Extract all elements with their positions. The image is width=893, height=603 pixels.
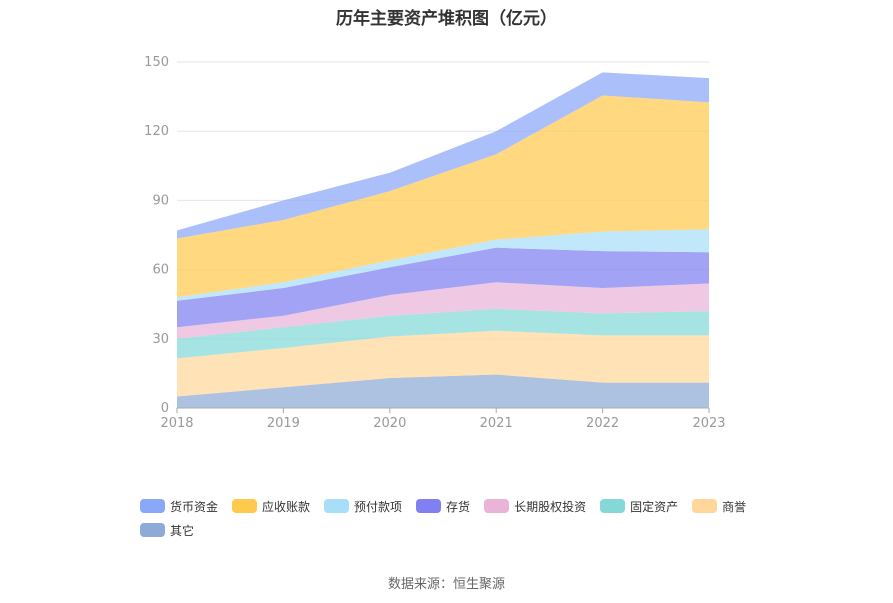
y-tick-label: 90	[152, 193, 169, 208]
x-tick-label: 2020	[373, 416, 406, 431]
legend-swatch	[692, 499, 718, 513]
area-series-5	[177, 229, 709, 301]
legend-swatch	[324, 499, 350, 513]
area-series-1	[177, 330, 709, 397]
x-tick-label: 2019	[267, 416, 300, 431]
chart-title: 历年主要资产堆积图（亿元）	[336, 9, 557, 29]
legend-label: 货币资金	[170, 499, 219, 514]
legend-swatch	[416, 499, 442, 513]
legend-label: 应收账款	[262, 499, 311, 514]
legend-label: 预付款项	[354, 499, 403, 514]
legend-item[interactable]: 存货	[416, 494, 470, 518]
legend-swatch	[600, 499, 626, 513]
legend-swatch	[140, 523, 165, 537]
area-series-3	[177, 282, 709, 339]
y-tick-label: 60	[152, 263, 169, 278]
legend-label: 其它	[170, 523, 195, 538]
y-tick-label: 120	[144, 124, 169, 139]
legend-item[interactable]: 应收账款	[232, 494, 310, 518]
chart-legend: 货币资金 应收账款 预付款项 存货 长期股权投资 固定资产 商誉其它	[140, 494, 780, 542]
y-tick-label: 30	[152, 332, 169, 347]
area-series-7	[177, 72, 709, 239]
legend-item[interactable]: 商誉	[692, 494, 746, 518]
legend-label: 长期股权投资	[514, 499, 587, 514]
x-tick-label: 2021	[480, 416, 513, 431]
x-tick-label: 2023	[692, 416, 725, 431]
data-source-note: 数据来源：恒生聚源	[387, 577, 505, 592]
area-series-0	[177, 374, 709, 408]
x-tick-label: 2018	[160, 416, 193, 431]
area-series-6	[177, 95, 709, 298]
legend-label: 固定资产	[630, 499, 679, 514]
legend-label: 存货	[446, 499, 471, 514]
legend-swatch	[232, 499, 258, 513]
legend-item[interactable]: 其它	[140, 518, 194, 542]
area-series-4	[177, 247, 709, 328]
legend-item[interactable]: 预付款项	[324, 494, 402, 518]
legend-item[interactable]: 长期股权投资	[484, 494, 586, 518]
y-tick-label: 150	[144, 55, 169, 70]
legend-swatch	[484, 499, 510, 513]
legend-item[interactable]: 货币资金	[140, 494, 218, 518]
legend-item[interactable]: 固定资产	[600, 494, 678, 518]
x-tick-label: 2022	[586, 416, 619, 431]
legend-label: 商誉	[722, 499, 747, 514]
y-tick-label: 0	[161, 401, 169, 416]
area-series-2	[177, 308, 709, 359]
legend-swatch	[140, 499, 165, 513]
